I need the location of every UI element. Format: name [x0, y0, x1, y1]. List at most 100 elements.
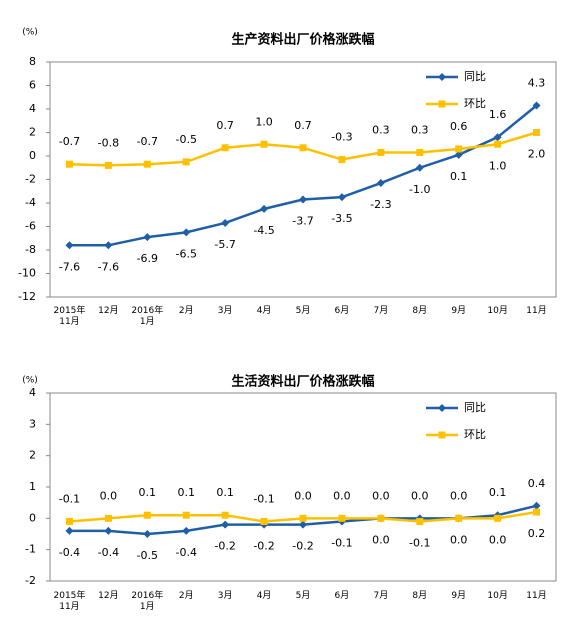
- value-label: -0.8: [98, 136, 119, 149]
- y-tick-label: -2: [25, 173, 36, 186]
- marker: [299, 514, 307, 522]
- value-label: 0.4: [528, 477, 546, 490]
- value-label: -0.3: [331, 131, 352, 144]
- marker: [338, 514, 346, 522]
- marker: [455, 514, 463, 522]
- x-tick-label: 8月: [412, 306, 428, 316]
- marker: [377, 148, 385, 156]
- value-label: 0.0: [100, 489, 118, 502]
- value-label: 0.0: [411, 489, 429, 502]
- value-label: 0.1: [216, 486, 234, 499]
- value-label: -7.6: [59, 260, 80, 273]
- value-label: -3.7: [292, 214, 313, 227]
- marker: [182, 526, 191, 535]
- marker: [65, 241, 74, 250]
- x-tick-label: 5月: [295, 306, 311, 316]
- x-tick-label: 12月: [98, 591, 119, 601]
- marker: [455, 145, 463, 153]
- value-label: 2.0: [528, 148, 546, 161]
- x-tick-label: 2015年 11月: [53, 306, 86, 327]
- marker: [416, 517, 424, 525]
- marker: [533, 508, 541, 516]
- value-label: -0.2: [292, 540, 313, 553]
- value-label: 0.1: [139, 486, 157, 499]
- value-label: -6.9: [137, 252, 158, 265]
- x-tick-label: 10月: [487, 306, 508, 316]
- legend-marker: [438, 431, 446, 439]
- value-label: -0.4: [59, 546, 80, 559]
- value-label: -0.4: [175, 546, 196, 559]
- legend-marker: [438, 100, 446, 108]
- x-tick-label: 11月: [526, 306, 547, 316]
- marker: [143, 530, 152, 538]
- y-tick-label: -2: [25, 574, 36, 587]
- marker: [104, 241, 113, 250]
- marker: [415, 163, 424, 172]
- x-tick-label: 3月: [217, 306, 233, 316]
- y-tick-label: 8: [29, 55, 36, 68]
- x-tick-label: 3月: [217, 591, 233, 601]
- x-tick-label: 4月: [256, 306, 272, 316]
- y-tick-label: -12: [18, 290, 36, 303]
- y-tick-label: -8: [25, 243, 36, 256]
- value-label: 0.0: [489, 533, 507, 546]
- marker: [182, 511, 190, 519]
- marker: [143, 233, 152, 242]
- marker: [260, 140, 268, 148]
- marker: [221, 144, 229, 152]
- marker: [104, 161, 112, 169]
- x-tick-label: 2月: [178, 306, 194, 316]
- x-tick-label: 8月: [412, 591, 428, 601]
- x-tick-label: 2016年 1月: [131, 306, 164, 327]
- marker: [65, 160, 73, 168]
- marker: [299, 195, 307, 204]
- value-label: -7.6: [98, 260, 119, 273]
- x-tick-label: 4月: [256, 591, 272, 601]
- y-tick-label: 1: [29, 480, 36, 493]
- y-tick-label: 4: [29, 386, 36, 399]
- y-tick-label: 2: [29, 126, 36, 139]
- value-label: 0.7: [216, 119, 234, 132]
- marker: [104, 514, 112, 522]
- y-unit: (%): [22, 28, 38, 38]
- value-label: -0.1: [253, 492, 274, 505]
- marker: [493, 133, 502, 142]
- value-label: -5.7: [214, 238, 235, 251]
- marker: [377, 514, 385, 522]
- marker: [532, 101, 541, 110]
- marker: [532, 501, 541, 510]
- value-label: 0.1: [489, 486, 507, 499]
- marker: [65, 517, 73, 525]
- y-tick-label: -4: [25, 196, 36, 209]
- value-label: 1.6: [489, 108, 507, 121]
- y-tick-label: -1: [25, 543, 36, 556]
- y-tick-label: -6: [25, 220, 36, 233]
- value-label: 0.0: [450, 533, 468, 546]
- value-label: -0.5: [137, 549, 158, 562]
- y-tick-label: -10: [18, 267, 36, 280]
- value-label: -0.4: [98, 546, 119, 559]
- value-label: 0.0: [294, 489, 312, 502]
- value-label: 0.3: [372, 123, 390, 136]
- marker: [338, 156, 346, 164]
- value-label: -1.0: [409, 183, 430, 196]
- x-tick-label: 2015年 11月: [53, 591, 86, 612]
- legend-marker: [438, 404, 446, 412]
- value-label: 0.0: [450, 489, 468, 502]
- legend-label: 环比: [464, 97, 486, 110]
- value-label: 0.0: [333, 489, 351, 502]
- x-tick-label: 12月: [98, 306, 119, 316]
- x-tick-label: 10月: [487, 591, 508, 601]
- y-tick-label: 2: [29, 449, 36, 462]
- value-label: -0.2: [253, 540, 274, 553]
- marker: [454, 150, 463, 159]
- y-tick-label: 4: [29, 102, 36, 115]
- marker: [494, 514, 502, 522]
- value-label: 0.6: [450, 120, 468, 133]
- marker: [104, 526, 113, 535]
- marker: [260, 204, 269, 213]
- value-label: 0.0: [372, 533, 390, 546]
- value-label: -3.5: [331, 212, 352, 225]
- value-label: -0.7: [137, 135, 158, 148]
